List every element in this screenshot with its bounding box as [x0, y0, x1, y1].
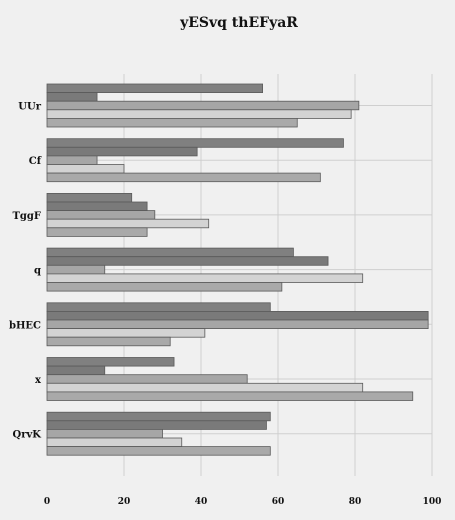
bar: [46, 365, 106, 376]
bar: [46, 83, 264, 94]
bar: [46, 172, 321, 183]
bar: [46, 92, 98, 102]
bar: [46, 100, 360, 111]
category-label: UUr: [18, 102, 41, 113]
bar: [46, 411, 271, 422]
x-tick-label: 60: [272, 497, 285, 507]
bar: [46, 201, 148, 212]
bar: [46, 256, 329, 266]
bar: [46, 192, 133, 203]
category-labels: UUr Cf TggF q bHEC x QrvK: [9, 102, 42, 441]
x-tick-label: 80: [349, 497, 362, 507]
bar: [46, 328, 206, 338]
bar: [46, 319, 429, 330]
bar: [46, 210, 156, 220]
category-label: q: [34, 266, 41, 277]
bar: [46, 374, 248, 384]
bar: [46, 247, 294, 258]
bar: [46, 446, 271, 456]
bar: [46, 264, 106, 275]
category-label: QrvK: [13, 430, 42, 441]
x-tick-label: 20: [118, 497, 131, 507]
category-label: TggF: [12, 211, 41, 222]
bar: [46, 310, 429, 321]
bar: [46, 118, 298, 128]
bar: [46, 420, 267, 430]
bar: [46, 282, 283, 292]
bar-layer: [46, 83, 429, 456]
bar: [46, 357, 175, 367]
bar: [46, 146, 198, 157]
x-tick-label: 100: [423, 497, 442, 507]
bar: [46, 382, 364, 393]
bar: [46, 391, 414, 401]
bar: [46, 218, 210, 229]
chart-title: yESvq thEFyaR: [179, 15, 298, 31]
bar: [46, 336, 171, 347]
x-tick-label: 40: [195, 497, 208, 507]
bar: [46, 273, 364, 283]
category-label: Cf: [29, 156, 42, 167]
bar: [46, 155, 98, 165]
bar: [46, 164, 125, 174]
bar: [46, 109, 352, 119]
bar: [46, 428, 163, 439]
x-tick-label: 0: [44, 497, 50, 507]
category-label: x: [35, 375, 42, 386]
bar: [46, 302, 271, 312]
bar: [46, 227, 148, 237]
bar: [46, 437, 183, 448]
x-tick-labels: 0 20 40 60 80 100: [44, 497, 442, 507]
bar: [46, 138, 344, 148]
category-label: bHEC: [9, 320, 41, 331]
